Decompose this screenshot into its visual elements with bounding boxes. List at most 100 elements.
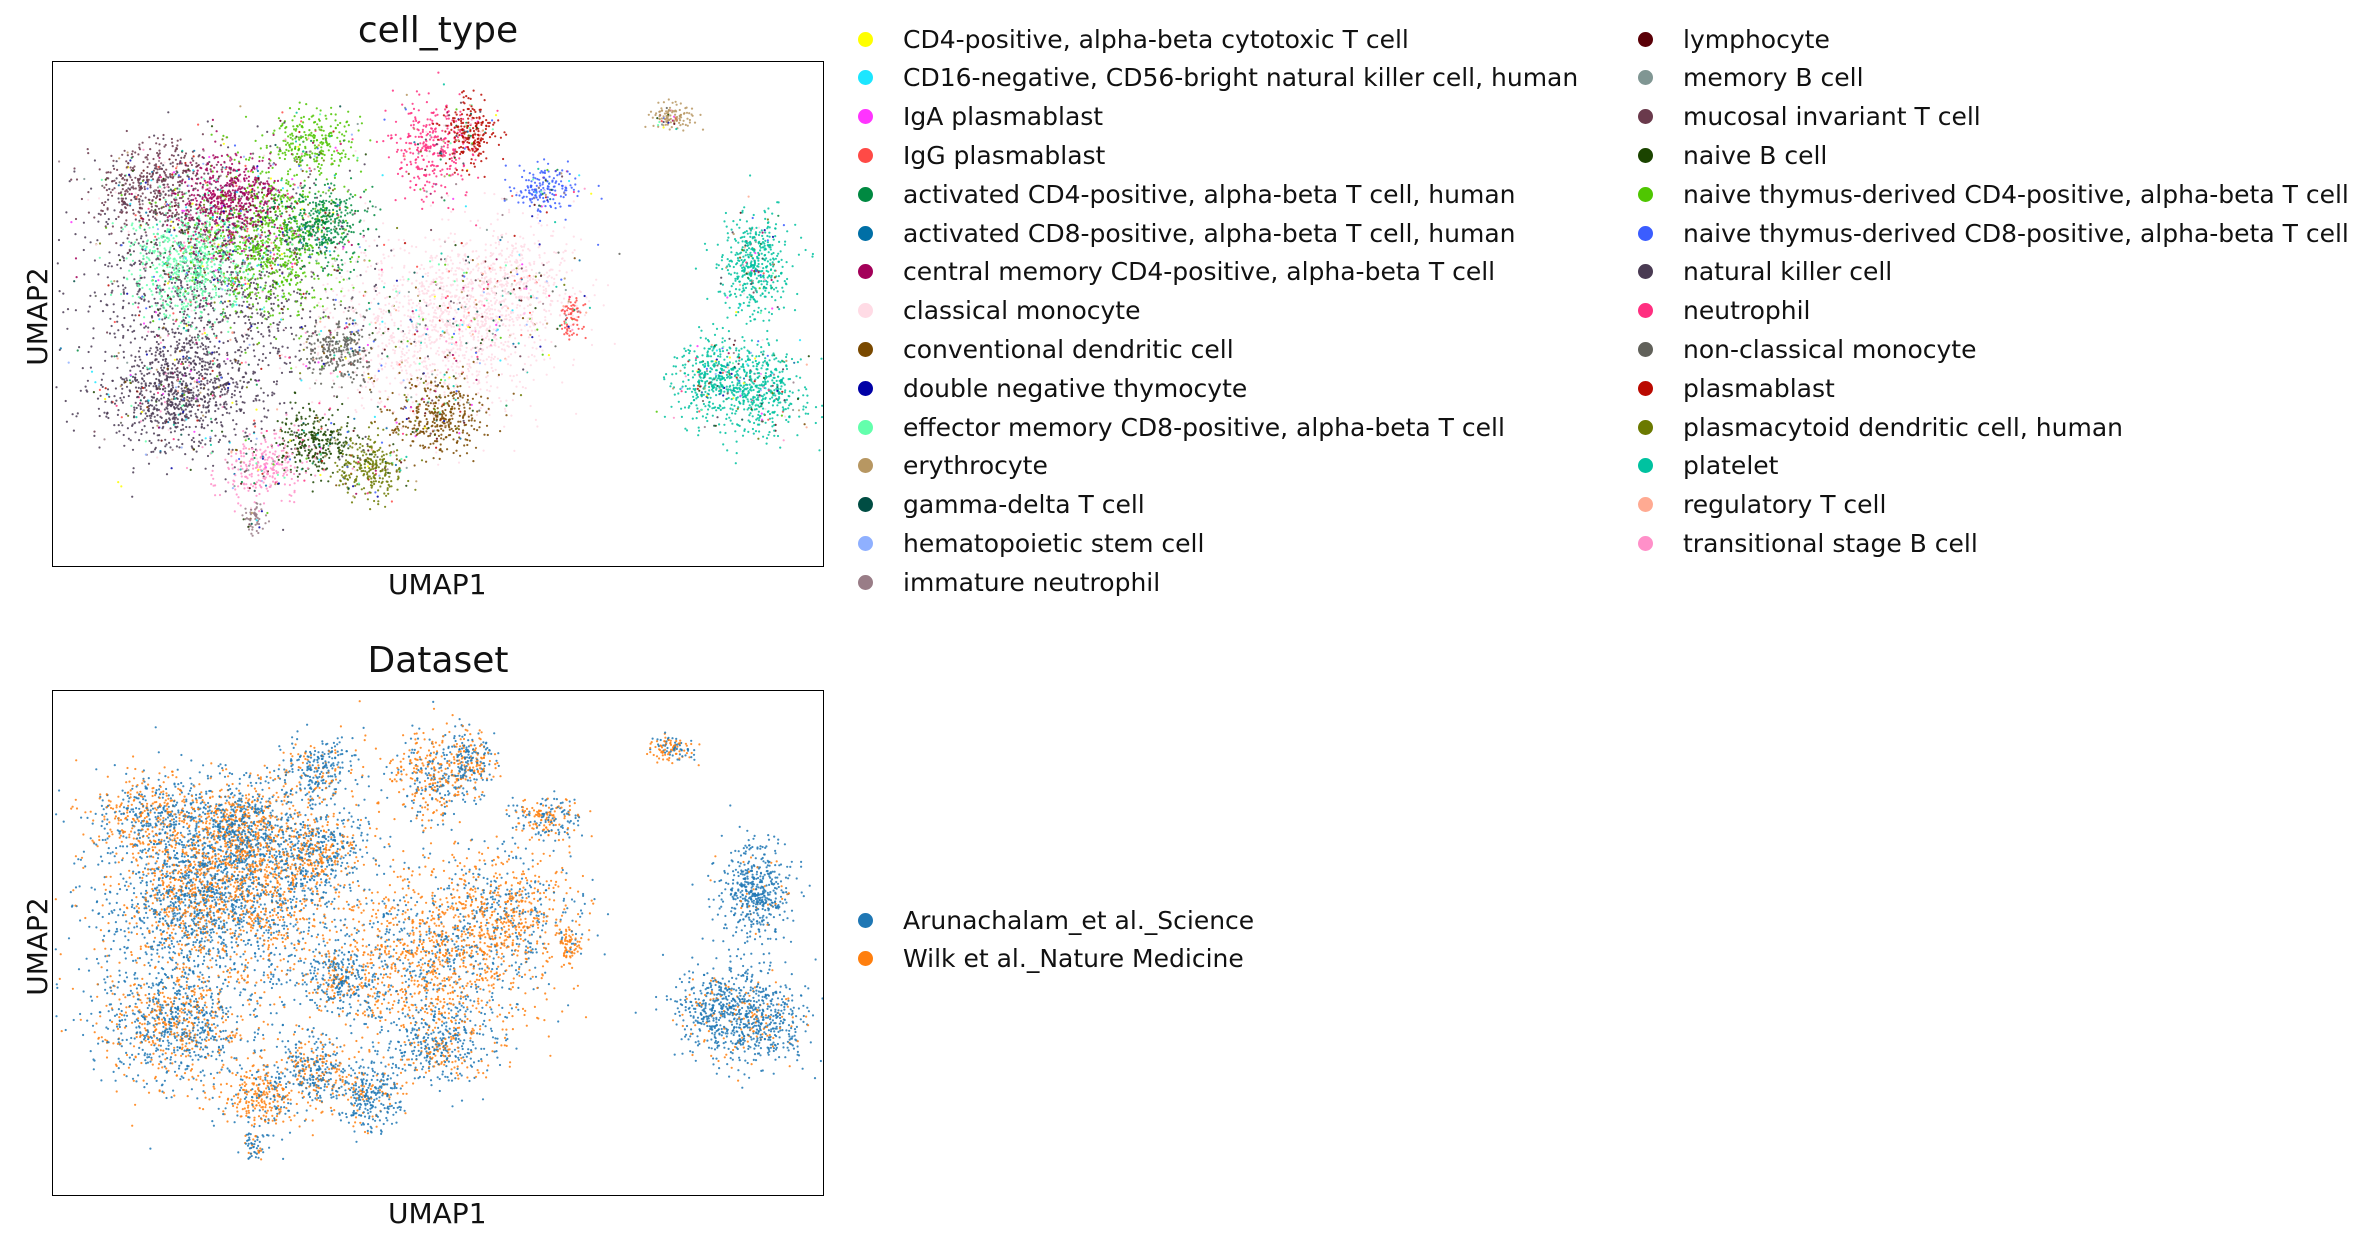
scatter-point xyxy=(121,255,124,258)
scatter-point xyxy=(235,204,238,207)
scatter-point xyxy=(267,297,270,300)
scatter-point xyxy=(163,186,166,189)
scatter-point xyxy=(130,178,134,182)
scatter-point xyxy=(142,296,145,299)
scatter-point xyxy=(65,211,68,214)
scatter-point xyxy=(295,256,298,259)
scatter-point xyxy=(285,148,288,151)
scatter-point xyxy=(247,295,250,298)
scatter-point xyxy=(152,246,155,249)
scatter-point xyxy=(206,261,209,264)
scatter-point xyxy=(138,143,141,146)
scatter-point xyxy=(264,247,267,250)
scatter-point xyxy=(193,244,197,247)
scatter-point xyxy=(144,400,147,403)
scatter-point xyxy=(186,259,189,262)
scatter-point xyxy=(293,262,296,265)
scatter-point xyxy=(313,306,316,309)
scatter-point xyxy=(272,309,275,312)
scatter-point xyxy=(156,186,160,189)
scatter-point xyxy=(214,230,217,233)
scatter-point xyxy=(162,396,166,399)
scatter-point xyxy=(208,224,211,227)
scatter-point xyxy=(145,353,148,356)
scatter-point xyxy=(156,247,159,250)
scatter-point xyxy=(192,159,195,162)
scatter-point xyxy=(214,186,217,189)
scatter-point xyxy=(196,280,199,283)
scatter-point xyxy=(253,258,256,261)
scatter-point xyxy=(291,268,294,271)
scatter-point xyxy=(139,227,142,230)
scatter-point xyxy=(236,251,239,254)
scatter-point xyxy=(199,211,202,214)
scatter-point xyxy=(226,357,229,361)
scatter-point xyxy=(246,337,249,340)
scatter-point xyxy=(260,312,263,315)
scatter-point xyxy=(152,385,155,388)
scatter-point xyxy=(226,219,229,222)
scatter-point xyxy=(256,321,260,325)
scatter-point xyxy=(162,252,165,255)
scatter-point xyxy=(166,185,169,188)
scatter-point xyxy=(359,274,362,277)
scatter-point xyxy=(150,241,153,244)
scatter-point xyxy=(131,375,135,378)
scatter-point xyxy=(222,142,225,145)
scatter-point xyxy=(197,393,200,396)
scatter-point xyxy=(189,249,192,252)
scatter-point xyxy=(190,339,193,342)
scatter-point xyxy=(152,157,155,161)
scatter-point xyxy=(110,291,113,294)
scatter-point xyxy=(171,393,174,396)
scatter-point xyxy=(161,224,164,228)
scatter-point xyxy=(308,261,311,264)
scatter-point xyxy=(304,275,307,278)
scatter-point xyxy=(206,323,209,326)
scatter-point xyxy=(243,187,247,191)
scatter-point xyxy=(338,271,341,275)
scatter-point xyxy=(204,195,207,198)
scatter-point xyxy=(257,257,260,260)
scatter-point xyxy=(158,399,161,402)
scatter-point xyxy=(166,362,169,365)
scatter-point xyxy=(204,210,208,214)
scatter-point xyxy=(261,242,264,245)
scatter-point xyxy=(135,406,138,410)
scatter-point xyxy=(158,241,161,244)
scatter-point xyxy=(173,228,176,231)
scatter-point xyxy=(205,208,208,211)
scatter-point xyxy=(216,245,219,248)
scatter-point xyxy=(169,431,173,434)
scatter-point xyxy=(138,346,142,349)
scatter-point xyxy=(195,212,198,215)
scatter-point xyxy=(172,241,175,244)
scatter-point xyxy=(107,265,110,268)
scatter-point xyxy=(198,285,201,288)
scatter-point xyxy=(223,235,226,238)
scatter-point xyxy=(187,342,190,345)
scatter-point xyxy=(144,440,147,443)
scatter-point xyxy=(243,340,246,343)
scatter-point xyxy=(142,257,145,260)
scatter-point xyxy=(226,284,229,287)
scatter-point xyxy=(157,421,160,424)
scatter-point xyxy=(205,228,208,231)
scatter-point xyxy=(196,356,200,359)
scatter-point xyxy=(150,399,153,402)
scatter-point xyxy=(207,313,210,316)
scatter-point xyxy=(252,343,255,346)
scatter-point xyxy=(160,364,163,367)
scatter-point xyxy=(278,285,281,288)
scatter-point xyxy=(155,197,158,200)
scatter-point xyxy=(261,288,265,291)
scatter-point xyxy=(287,180,290,183)
scatter-point xyxy=(244,371,247,374)
scatter-point xyxy=(129,325,132,328)
scatter-point xyxy=(259,258,262,261)
scatter-point xyxy=(298,288,302,291)
scatter-point xyxy=(211,328,214,331)
scatter-point xyxy=(205,297,208,300)
scatter-point xyxy=(265,245,268,248)
scatter-point xyxy=(127,230,130,233)
